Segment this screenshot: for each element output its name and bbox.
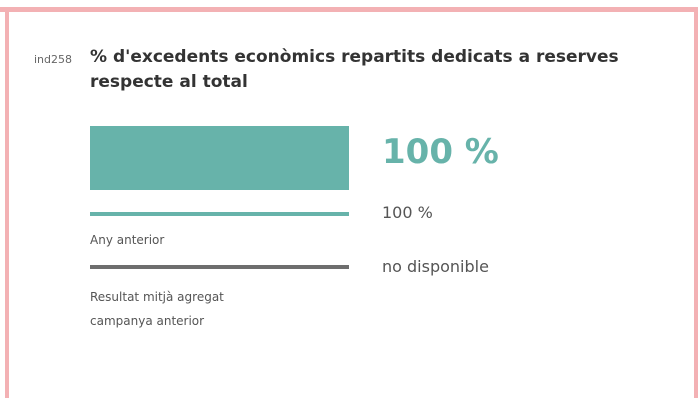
current-value-bar — [90, 126, 349, 190]
aggregate-average-label: Resultat mitjà agregat campanya anterior — [90, 290, 224, 328]
previous-year-line-fill — [90, 212, 349, 216]
current-value: 100 % — [382, 132, 499, 172]
indicator-id: ind258 — [34, 53, 73, 66]
previous-year-label: Any anterior — [90, 233, 165, 247]
frame-top-border — [0, 7, 697, 12]
frame-right-border — [694, 7, 698, 398]
previous-year-line — [90, 212, 349, 216]
current-value-bar-fill — [90, 126, 349, 190]
aggregate-average-line — [90, 265, 349, 269]
previous-year-value: 100 % — [382, 203, 433, 222]
frame-left-border — [5, 7, 9, 398]
aggregate-average-value: no disponible — [382, 257, 489, 276]
indicator-title: % d'excedents econòmics repartits dedica… — [90, 47, 619, 92]
